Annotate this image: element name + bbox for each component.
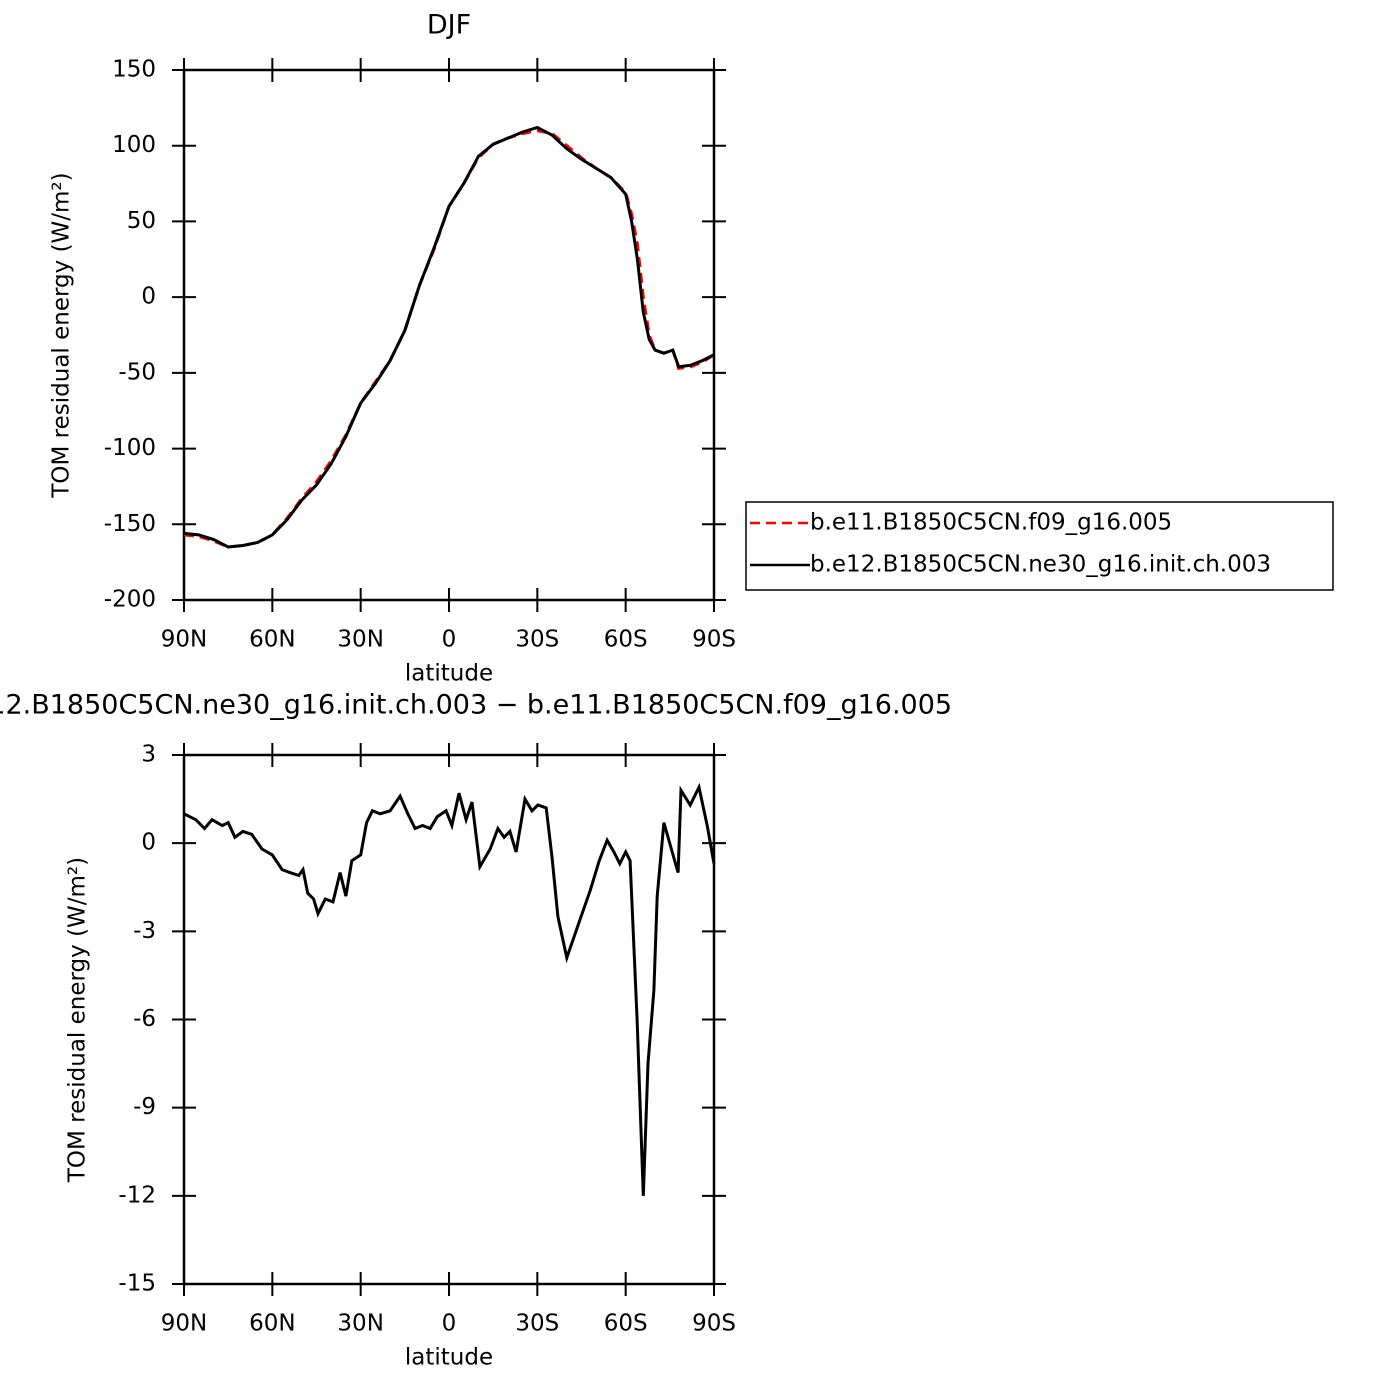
x-tick-label: 30N <box>337 1311 383 1337</box>
x-tick-label: 30N <box>337 627 383 653</box>
plot-frame <box>182 753 716 1286</box>
x-tick-label: 30S <box>515 1311 559 1337</box>
y-tick-label: -150 <box>104 511 156 537</box>
y-tick-label: -200 <box>104 587 156 613</box>
y-axis-label: TOM residual energy (W/m²) <box>65 857 91 1183</box>
y-tick-label: -9 <box>133 1094 156 1120</box>
y-tick-label: -15 <box>118 1271 156 1297</box>
x-tick-label: 90S <box>692 627 736 653</box>
x-tick-label: 0 <box>442 1311 457 1337</box>
x-tick-label: 30S <box>515 627 559 653</box>
x-tick-label: 60S <box>604 1311 648 1337</box>
data-line <box>183 782 716 1196</box>
y-tick-label: 0 <box>141 284 156 310</box>
y-tick-label: 150 <box>112 57 156 83</box>
y-tick-label: -50 <box>118 359 156 385</box>
x-tick-label: 90S <box>692 1311 736 1337</box>
legend-label: b.e12.B1850C5CN.ne30_g16.init.ch.003 <box>810 552 1271 578</box>
x-axis-label: latitude <box>405 1345 493 1371</box>
x-tick-label: 60S <box>604 627 648 653</box>
x-tick-label: 60N <box>249 1311 295 1337</box>
data-line <box>183 129 715 549</box>
y-tick-label: -12 <box>118 1182 156 1208</box>
x-axis-label: latitude <box>405 661 493 687</box>
y-tick-label: 3 <box>141 742 156 768</box>
x-tick-label: 60N <box>249 627 295 653</box>
y-tick-label: 100 <box>112 132 156 158</box>
plot-frame <box>182 68 716 602</box>
y-tick-label: 50 <box>127 208 156 234</box>
y-tick-label: -3 <box>133 918 156 944</box>
y-axis-label: TOM residual energy (W/m²) <box>49 172 75 498</box>
chart-title: DJF <box>427 10 471 41</box>
x-tick-label: 90N <box>161 627 207 653</box>
chart-title: b.e12.B1850C5CN.ne30_g16.init.ch.003 − b… <box>0 690 952 721</box>
legend-box <box>745 501 1334 591</box>
data-line <box>183 125 715 549</box>
x-tick-label: 90N <box>161 1311 207 1337</box>
y-tick-label: 0 <box>141 830 156 856</box>
y-tick-label: -100 <box>104 435 156 461</box>
legend-label: b.e11.B1850C5CN.f09_g16.005 <box>810 510 1172 536</box>
y-tick-label: -6 <box>133 1006 156 1032</box>
x-tick-label: 0 <box>442 627 457 653</box>
